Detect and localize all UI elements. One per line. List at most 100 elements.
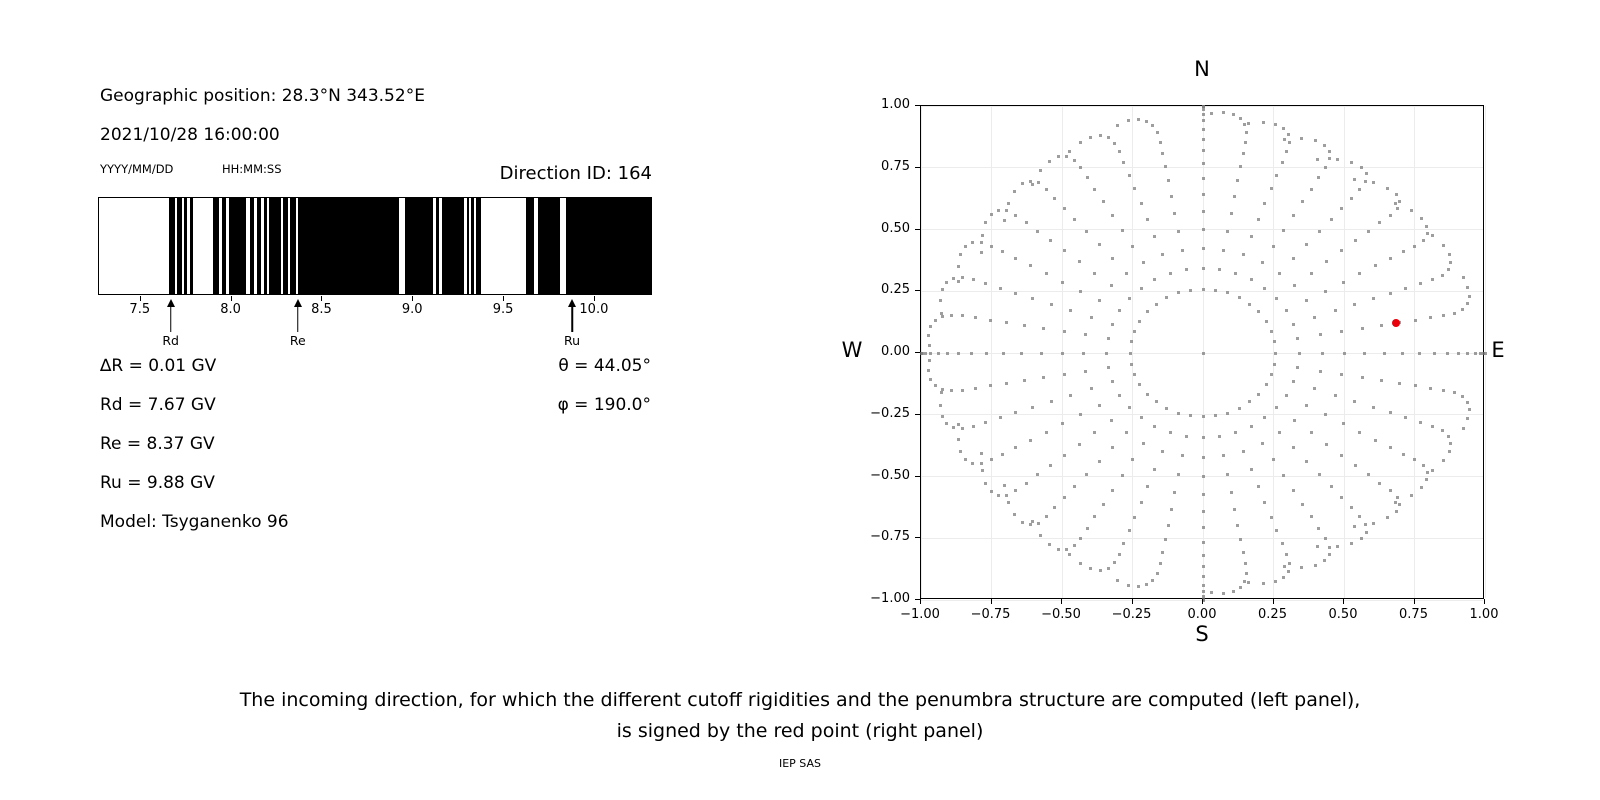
delta-r-value: ∆R = 0.01 GV xyxy=(100,356,217,376)
direction-dot xyxy=(1201,415,1205,419)
scatter-y-tick-label: 0.25 xyxy=(881,282,910,298)
direction-dot xyxy=(1449,441,1453,445)
cutoff-marker-arrow-stem xyxy=(571,306,573,332)
direction-dot xyxy=(949,313,953,317)
allowed-rigidity-band xyxy=(433,198,437,294)
allowed-rigidity-band xyxy=(469,198,472,294)
direction-dot xyxy=(1201,127,1205,131)
direction-dot xyxy=(1414,318,1418,322)
direction-dot xyxy=(1131,244,1134,248)
direction-dot xyxy=(1441,243,1445,247)
direction-dot xyxy=(1305,242,1309,246)
re-value: Re = 8.37 GV xyxy=(100,434,215,454)
direction-dot xyxy=(1317,176,1320,180)
direction-dot xyxy=(1048,239,1052,243)
gridline xyxy=(1273,106,1274,598)
compass-north-label: N xyxy=(1194,57,1210,81)
direction-dot xyxy=(989,490,993,494)
direction-dot xyxy=(1249,424,1253,428)
direction-dot xyxy=(1360,166,1364,170)
direction-dot xyxy=(1242,449,1246,453)
direction-dot xyxy=(1079,413,1083,417)
direction-dot xyxy=(1129,340,1133,344)
direction-dot xyxy=(936,351,940,355)
penumbra-x-tick xyxy=(139,296,141,301)
direction-dot xyxy=(989,212,993,216)
allowed-rigidity-band xyxy=(559,198,567,294)
direction-dot xyxy=(1030,182,1034,186)
direction-dot xyxy=(961,426,965,430)
direction-dot xyxy=(1447,449,1451,453)
direction-dot xyxy=(1329,217,1333,221)
allowed-rigidity-band xyxy=(473,198,477,294)
direction-dot xyxy=(1154,400,1158,404)
direction-dot xyxy=(1061,280,1065,284)
scatter-y-tick-label: 0.00 xyxy=(881,344,910,359)
allowed-rigidity-band xyxy=(439,198,442,294)
scatter-x-tick-label: 0.50 xyxy=(1328,607,1358,622)
direction-dot xyxy=(1272,244,1275,248)
direction-dot xyxy=(1024,221,1028,225)
direction-dot xyxy=(1335,158,1339,162)
direction-dot xyxy=(1044,272,1048,276)
allowed-rigidity-band xyxy=(174,198,177,294)
direction-dot xyxy=(1378,481,1382,485)
direction-dot xyxy=(956,264,960,268)
direction-dot xyxy=(1221,111,1225,115)
direction-dot xyxy=(1067,552,1071,556)
direction-dot xyxy=(1115,579,1119,583)
direction-dot xyxy=(1110,446,1114,450)
direction-dot xyxy=(1273,362,1277,366)
direction-dot xyxy=(1110,418,1114,422)
direction-dot xyxy=(1327,149,1331,153)
direction-dot xyxy=(1340,330,1344,334)
direction-dot xyxy=(1275,297,1279,301)
scatter-y-tick-label: 1.00 xyxy=(881,97,910,112)
direction-dot xyxy=(1005,493,1009,497)
cutoff-marker-arrow-head xyxy=(166,299,175,307)
direction-dot xyxy=(1380,323,1383,327)
direction-dot xyxy=(1340,453,1344,457)
direction-dot xyxy=(1062,330,1066,334)
scatter-x-tick-label: −1.00 xyxy=(900,607,940,622)
gridline xyxy=(1414,106,1415,598)
direction-dot xyxy=(1180,454,1184,458)
direction-dot xyxy=(1065,547,1069,551)
scatter-x-tick xyxy=(1413,599,1415,604)
direction-dot xyxy=(1113,141,1117,145)
direction-dot xyxy=(1239,537,1242,541)
cutoff-marker-label: Rd xyxy=(162,333,179,348)
direction-dot xyxy=(1031,405,1035,409)
allowed-rigidity-band xyxy=(192,198,213,294)
direction-dot xyxy=(1184,434,1188,438)
direction-dot xyxy=(1062,249,1066,253)
direction-dot xyxy=(1243,123,1247,127)
compass-south-label: S xyxy=(1195,622,1209,646)
direction-dot xyxy=(1364,179,1368,183)
allowed-rigidity-band xyxy=(187,198,191,294)
direction-dot xyxy=(1098,299,1102,303)
direction-dot xyxy=(1287,141,1291,145)
direction-dot xyxy=(1001,452,1005,456)
direction-dot xyxy=(1177,473,1180,477)
direction-dot xyxy=(1098,403,1102,407)
direction-dot xyxy=(1036,521,1040,525)
direction-dot xyxy=(1360,536,1364,540)
direction-dot xyxy=(1461,276,1465,280)
direction-dot xyxy=(1236,179,1240,183)
direction-dot xyxy=(1201,176,1205,180)
direction-dot xyxy=(1282,228,1286,232)
direction-dot xyxy=(1275,173,1279,177)
direction-dot xyxy=(1292,214,1296,217)
direction-dot xyxy=(956,438,960,442)
direction-dot xyxy=(1225,473,1229,477)
gridline xyxy=(991,106,992,598)
direction-dot xyxy=(1340,249,1344,253)
selected-direction-point xyxy=(1391,319,1400,328)
direction-dot xyxy=(1282,575,1285,579)
direction-dot xyxy=(1127,173,1131,177)
direction-dot xyxy=(1184,268,1188,272)
direction-dot xyxy=(1053,196,1056,200)
direction-dot xyxy=(1246,122,1250,126)
direction-dot xyxy=(1042,326,1046,330)
